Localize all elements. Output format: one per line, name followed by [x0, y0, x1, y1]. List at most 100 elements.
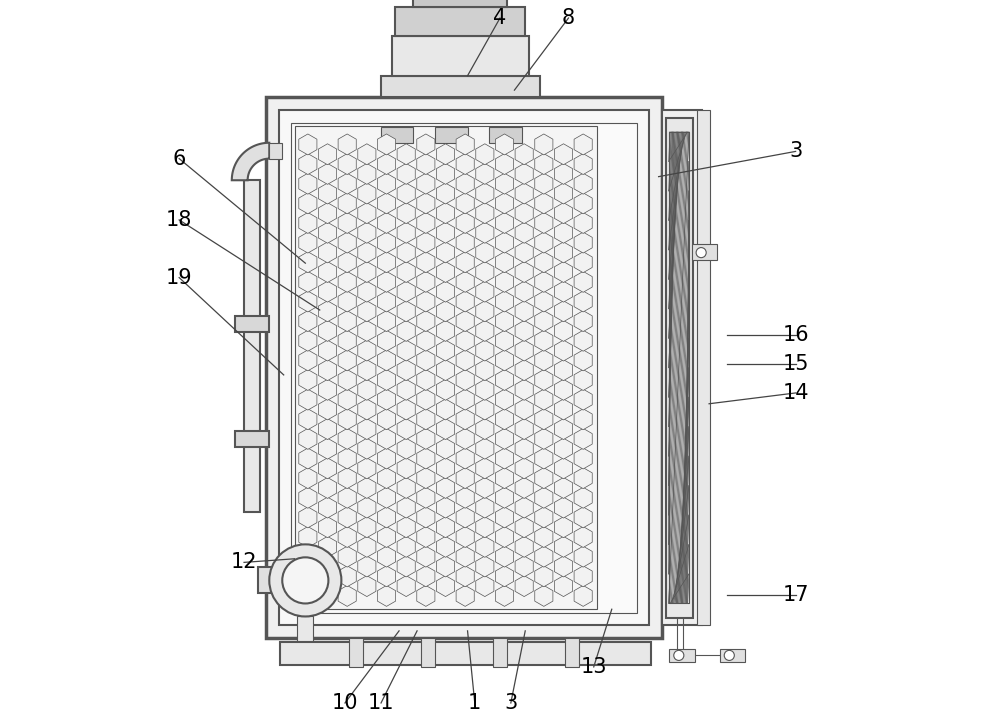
Polygon shape	[338, 370, 356, 391]
Polygon shape	[495, 213, 514, 234]
Polygon shape	[554, 242, 573, 263]
Polygon shape	[554, 536, 573, 557]
Polygon shape	[515, 497, 533, 518]
Polygon shape	[377, 566, 396, 587]
Polygon shape	[456, 566, 474, 587]
Polygon shape	[436, 164, 455, 185]
Polygon shape	[456, 193, 474, 214]
Polygon shape	[338, 350, 356, 371]
Polygon shape	[299, 134, 317, 155]
Text: 1: 1	[468, 693, 481, 713]
Polygon shape	[456, 232, 474, 253]
Polygon shape	[476, 360, 494, 381]
Polygon shape	[299, 213, 317, 234]
Polygon shape	[417, 252, 435, 273]
Polygon shape	[495, 291, 514, 312]
Polygon shape	[554, 399, 573, 420]
Polygon shape	[535, 547, 553, 567]
Polygon shape	[476, 203, 494, 224]
Polygon shape	[535, 350, 553, 371]
Polygon shape	[495, 526, 514, 547]
Polygon shape	[358, 301, 376, 322]
Bar	[692, 244, 717, 260]
Polygon shape	[495, 134, 514, 155]
Polygon shape	[338, 252, 356, 273]
Polygon shape	[377, 448, 396, 469]
Polygon shape	[299, 448, 317, 469]
Polygon shape	[358, 242, 376, 263]
Bar	[291, 123, 637, 613]
Polygon shape	[535, 448, 553, 469]
Polygon shape	[377, 173, 396, 194]
Polygon shape	[535, 409, 553, 430]
Polygon shape	[476, 340, 494, 361]
Polygon shape	[574, 585, 592, 606]
Polygon shape	[554, 458, 573, 479]
Polygon shape	[318, 497, 337, 518]
Bar	[269, 143, 282, 159]
Polygon shape	[554, 517, 573, 538]
Bar	[295, 126, 597, 609]
Polygon shape	[338, 585, 356, 606]
Polygon shape	[299, 389, 317, 410]
Polygon shape	[535, 232, 553, 253]
Polygon shape	[358, 183, 376, 204]
Polygon shape	[318, 340, 337, 361]
Polygon shape	[456, 134, 474, 155]
Polygon shape	[299, 487, 317, 508]
Polygon shape	[377, 547, 396, 567]
Polygon shape	[554, 320, 573, 341]
Polygon shape	[574, 389, 592, 410]
Polygon shape	[515, 320, 533, 341]
Polygon shape	[299, 154, 317, 174]
Polygon shape	[377, 330, 396, 351]
Polygon shape	[338, 566, 356, 587]
Polygon shape	[535, 507, 553, 528]
Polygon shape	[436, 301, 455, 322]
Polygon shape	[417, 193, 435, 214]
Polygon shape	[515, 203, 533, 224]
Polygon shape	[318, 419, 337, 440]
Polygon shape	[574, 271, 592, 292]
Polygon shape	[554, 143, 573, 164]
Polygon shape	[456, 448, 474, 469]
Polygon shape	[476, 497, 494, 518]
Polygon shape	[417, 350, 435, 371]
Polygon shape	[299, 350, 317, 371]
Circle shape	[282, 557, 328, 603]
Text: 17: 17	[782, 585, 809, 605]
Polygon shape	[535, 526, 553, 547]
Text: 18: 18	[166, 210, 192, 230]
Polygon shape	[476, 262, 494, 283]
Polygon shape	[397, 242, 415, 263]
Polygon shape	[358, 379, 376, 400]
Polygon shape	[456, 154, 474, 174]
Polygon shape	[476, 556, 494, 577]
Polygon shape	[535, 428, 553, 449]
Polygon shape	[318, 556, 337, 577]
Polygon shape	[495, 507, 514, 528]
Polygon shape	[495, 311, 514, 332]
Polygon shape	[397, 419, 415, 440]
Polygon shape	[318, 458, 337, 479]
Bar	[235, 431, 269, 447]
Polygon shape	[456, 350, 474, 371]
Polygon shape	[574, 487, 592, 508]
Polygon shape	[377, 389, 396, 410]
Polygon shape	[397, 438, 415, 459]
Polygon shape	[299, 566, 317, 587]
Polygon shape	[515, 262, 533, 283]
Text: 3: 3	[789, 141, 802, 162]
Polygon shape	[318, 438, 337, 459]
Polygon shape	[299, 468, 317, 489]
Polygon shape	[436, 203, 455, 224]
Polygon shape	[495, 468, 514, 489]
Polygon shape	[417, 547, 435, 567]
Polygon shape	[377, 232, 396, 253]
Polygon shape	[476, 575, 494, 596]
Text: 14: 14	[782, 383, 809, 403]
Polygon shape	[456, 468, 474, 489]
Polygon shape	[338, 547, 356, 567]
Text: 13: 13	[580, 657, 607, 677]
Polygon shape	[495, 487, 514, 508]
